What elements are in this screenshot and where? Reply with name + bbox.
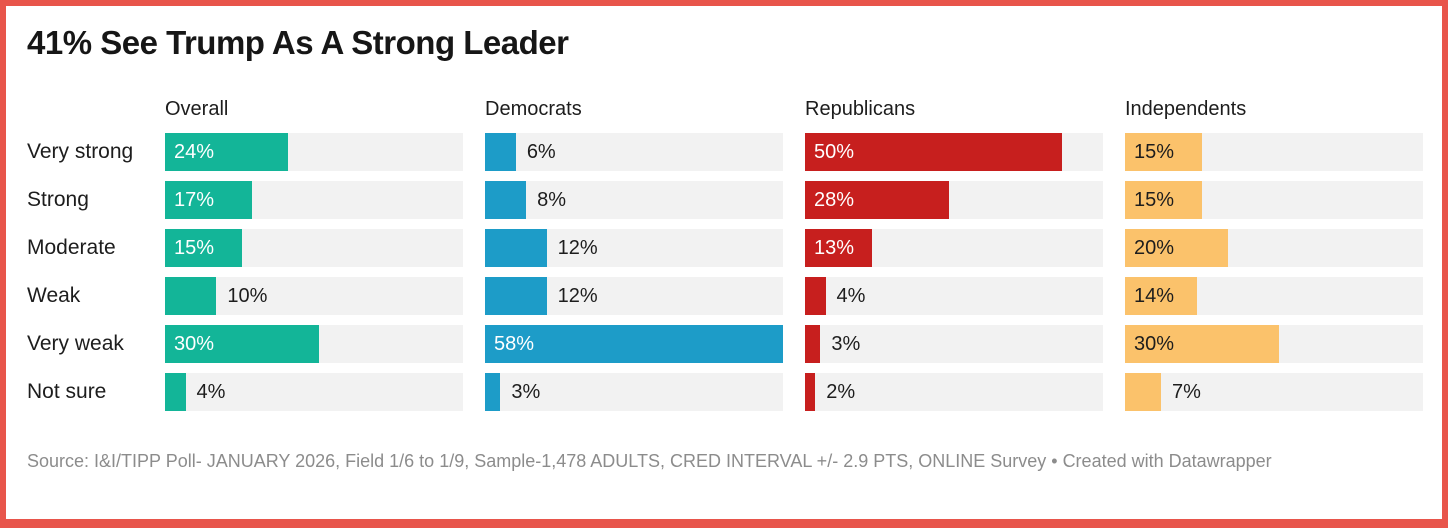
bar-value-label: 58% bbox=[494, 332, 535, 355]
bar-track: 3% bbox=[485, 373, 783, 411]
bar-track: 4% bbox=[165, 373, 463, 411]
bar-track: 17% bbox=[165, 181, 463, 219]
bar-track: 12% bbox=[485, 229, 783, 267]
bar-track: 20% bbox=[1125, 229, 1423, 267]
bar-fill bbox=[165, 277, 217, 315]
bar-fill bbox=[1125, 181, 1203, 219]
bar-value-label: 12% bbox=[557, 236, 598, 259]
bar-value-label: 30% bbox=[174, 332, 215, 355]
row-label: Very strong bbox=[27, 140, 134, 163]
bar-track: 12% bbox=[485, 277, 783, 315]
bar-fill bbox=[165, 373, 186, 411]
bar-track: 30% bbox=[1125, 325, 1423, 363]
chart-row: Moderate 15% 12% 13% 20% bbox=[27, 229, 1425, 267]
bar-fill bbox=[805, 325, 821, 363]
bar-value-label: 7% bbox=[1171, 380, 1201, 403]
bar-fill bbox=[805, 277, 826, 315]
bar-track: 4% bbox=[805, 277, 1103, 315]
bar-fill bbox=[485, 229, 547, 267]
bar-fill bbox=[1125, 325, 1280, 363]
bar-value-label: 12% bbox=[557, 284, 598, 307]
bar-value-label: 2% bbox=[826, 380, 856, 403]
bar-track: 15% bbox=[165, 229, 463, 267]
bar-value-label: 14% bbox=[1134, 284, 1175, 307]
bar-fill bbox=[805, 133, 1062, 171]
bar-fill bbox=[485, 373, 501, 411]
bar-fill bbox=[805, 229, 872, 267]
bar-track: 3% bbox=[805, 325, 1103, 363]
bar-value-label: 50% bbox=[814, 140, 855, 163]
column-header-independents: Independents bbox=[1125, 97, 1247, 120]
bar-track: 58% bbox=[485, 325, 783, 363]
bar-fill bbox=[1125, 373, 1161, 411]
bar-value-label: 20% bbox=[1134, 236, 1175, 259]
bar-value-label: 30% bbox=[1134, 332, 1175, 355]
column-header-row: Overall Democrats Republicans Independents bbox=[27, 95, 1425, 123]
chart-row: Weak 10% 12% 4% 14% bbox=[27, 277, 1425, 315]
chart-title: 41% See Trump As A Strong Leader bbox=[27, 24, 569, 61]
bar-value-label: 28% bbox=[814, 188, 855, 211]
row-label: Not sure bbox=[27, 380, 107, 403]
bar-value-label: 4% bbox=[196, 380, 226, 403]
bar-value-label: 15% bbox=[1134, 140, 1175, 163]
bar-track: 15% bbox=[1125, 181, 1423, 219]
bar-track: 6% bbox=[485, 133, 783, 171]
row-label: Strong bbox=[27, 188, 89, 211]
bar-track: 30% bbox=[165, 325, 463, 363]
bar-value-label: 13% bbox=[814, 236, 855, 259]
bar-fill bbox=[485, 277, 547, 315]
bar-track: 14% bbox=[1125, 277, 1423, 315]
chart-grid: Overall Democrats Republicans Independents V… bbox=[27, 95, 1425, 421]
bar-fill bbox=[165, 181, 253, 219]
chart-row: Not sure 4% 3% 2% 7% bbox=[27, 373, 1425, 411]
bar-value-label: 4% bbox=[836, 284, 866, 307]
column-header-overall: Overall bbox=[165, 97, 229, 120]
bar-track: 8% bbox=[485, 181, 783, 219]
bar-value-label: 3% bbox=[511, 380, 541, 403]
bar-fill bbox=[485, 325, 783, 363]
bar-value-label: 8% bbox=[537, 188, 566, 211]
bar-value-label: 3% bbox=[831, 332, 861, 355]
bar-track: 13% bbox=[805, 229, 1103, 267]
bar-value-label: 10% bbox=[227, 284, 268, 307]
chart-row: Strong 17% 8% 28% 15% bbox=[27, 181, 1425, 219]
bar-track: 50% bbox=[805, 133, 1103, 171]
row-label: Moderate bbox=[27, 236, 116, 259]
bar-value-label: 6% bbox=[526, 140, 556, 163]
bar-track: 7% bbox=[1125, 373, 1423, 411]
chart-row: Very strong 24% 6% 50% 15% bbox=[27, 133, 1425, 171]
column-header-democrats: Democrats bbox=[485, 97, 582, 120]
bar-value-label: 15% bbox=[1134, 188, 1175, 211]
bar-fill bbox=[805, 181, 949, 219]
bar-fill bbox=[485, 181, 527, 219]
column-header-republicans: Republicans bbox=[805, 97, 916, 120]
bar-fill bbox=[805, 373, 816, 411]
bar-value-label: 15% bbox=[174, 236, 215, 259]
bar-value-label: 17% bbox=[174, 188, 215, 211]
bar-fill bbox=[165, 325, 320, 363]
bar-fill bbox=[165, 133, 289, 171]
chart-row: Very weak 30% 58% 3% 30% bbox=[27, 325, 1425, 363]
bar-fill bbox=[1125, 277, 1197, 315]
bar-fill bbox=[485, 133, 516, 171]
bar-fill bbox=[165, 229, 243, 267]
bar-value-label: 24% bbox=[174, 140, 215, 163]
row-label: Weak bbox=[27, 284, 81, 307]
row-label: Very weak bbox=[27, 332, 124, 355]
bar-track: 10% bbox=[165, 277, 463, 315]
source-note: Source: I&I/TIPP Poll- JANUARY 2026, Fie… bbox=[27, 451, 1272, 471]
bar-fill bbox=[1125, 229, 1228, 267]
bar-track: 2% bbox=[805, 373, 1103, 411]
bar-track: 15% bbox=[1125, 133, 1423, 171]
bar-track: 28% bbox=[805, 181, 1103, 219]
bar-fill bbox=[1125, 133, 1203, 171]
bar-track: 24% bbox=[165, 133, 463, 171]
